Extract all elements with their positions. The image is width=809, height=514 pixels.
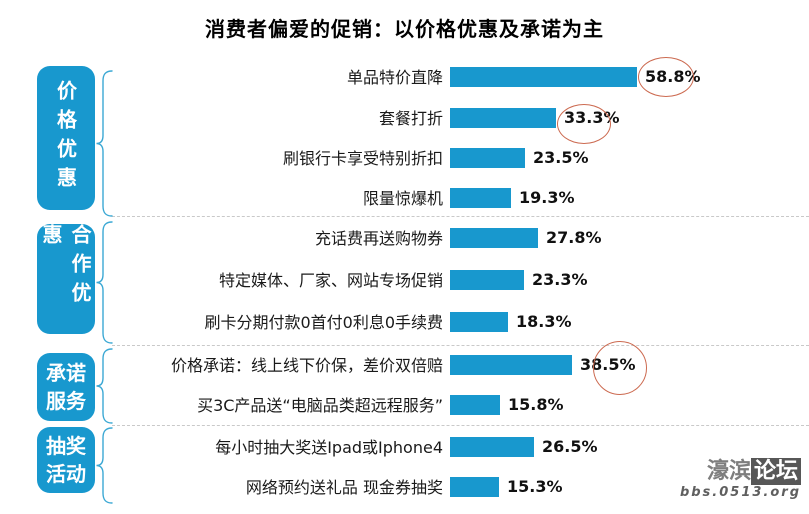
- bar-value: 18.3%: [516, 312, 572, 331]
- bar: [450, 188, 511, 208]
- watermark-url: bbs.0513.org: [679, 485, 801, 500]
- chart-row: 特定媒体、厂家、网站专场促销 23.3%: [0, 270, 809, 290]
- group-brace-icon: [96, 221, 113, 344]
- chart-row: 充话费再送购物券 27.8%: [0, 228, 809, 248]
- bar-label: 价格承诺：线上线下价保，差价双倍赔: [170, 356, 443, 375]
- section-divider: [112, 425, 809, 426]
- bar: [450, 270, 524, 290]
- category-box-cooperation-discount: 合作优惠: [37, 224, 95, 334]
- chart-row: 限量惊爆机 19.3%: [0, 188, 809, 208]
- bar: [450, 148, 525, 168]
- bar-label: 特定媒体、厂家、网站专场促销: [218, 271, 443, 290]
- section-divider: [112, 345, 809, 346]
- bar-label: 刷卡分期付款0首付0利息0手续费: [204, 313, 443, 332]
- group-brace-icon: [96, 348, 113, 424]
- group-brace-icon: [96, 427, 113, 504]
- category-box-commitment-service: 承诺 服务: [37, 353, 95, 421]
- bar-label: 刷银行卡享受特别折扣: [282, 149, 443, 168]
- chart-row: 价格承诺：线上线下价保，差价双倍赔 38.5%: [0, 355, 809, 375]
- bar-label: 套餐打折: [378, 109, 443, 128]
- group-brace-icon: [96, 70, 113, 217]
- bar-value: 33.3%: [564, 108, 620, 127]
- bar-value: 15.3%: [507, 477, 563, 496]
- bar: [450, 437, 534, 457]
- chart-row: 单品特价直降 58.8%: [0, 67, 809, 87]
- bar: [450, 67, 637, 87]
- bar: [450, 108, 556, 128]
- chart-row: 刷卡分期付款0首付0利息0手续费 18.3%: [0, 312, 809, 332]
- bar-label: 买3C产品送“电脑品类超远程服务”: [197, 396, 443, 415]
- bar-value: 15.8%: [508, 395, 564, 414]
- bar: [450, 312, 508, 332]
- chart-row: 网络预约送礼品 现金券抽奖 15.3%: [0, 477, 809, 497]
- bar-value: 23.3%: [532, 270, 588, 289]
- bar: [450, 228, 538, 248]
- bar-value: 19.3%: [519, 188, 575, 207]
- chart-row: 套餐打折 33.3%: [0, 108, 809, 128]
- bar-label: 网络预约送礼品 现金券抽奖: [245, 478, 443, 497]
- bar-label: 每小时抽大奖送Ipad或Iphone4: [215, 438, 443, 457]
- bar-value: 58.8%: [645, 67, 701, 86]
- chart-row: 买3C产品送“电脑品类超远程服务” 15.8%: [0, 395, 809, 415]
- bar-value: 27.8%: [546, 228, 602, 247]
- section-divider: [112, 216, 809, 217]
- watermark: 濠滨 论坛 bbs.0513.org: [679, 458, 801, 500]
- category-box-price-discount: 价格优惠: [37, 66, 95, 210]
- bar-label: 单品特价直降: [346, 68, 443, 87]
- chart-row: 每小时抽大奖送Ipad或Iphone4 26.5%: [0, 437, 809, 457]
- bar-value: 38.5%: [580, 355, 636, 374]
- bar: [450, 355, 572, 375]
- bar: [450, 395, 500, 415]
- bar-label: 限量惊爆机: [362, 189, 443, 208]
- bar-label: 充话费再送购物券: [314, 229, 443, 248]
- bar-value: 23.5%: [533, 148, 589, 167]
- bar: [450, 477, 499, 497]
- chart-title: 消费者偏爱的促销：以价格优惠及承诺为主: [205, 17, 604, 41]
- bar-value: 26.5%: [542, 437, 598, 456]
- category-box-lottery-activity: 抽奖 活动: [37, 427, 95, 493]
- chart-row: 刷银行卡享受特别折扣 23.5%: [0, 148, 809, 168]
- watermark-site-name: 濠滨 论坛: [680, 458, 801, 485]
